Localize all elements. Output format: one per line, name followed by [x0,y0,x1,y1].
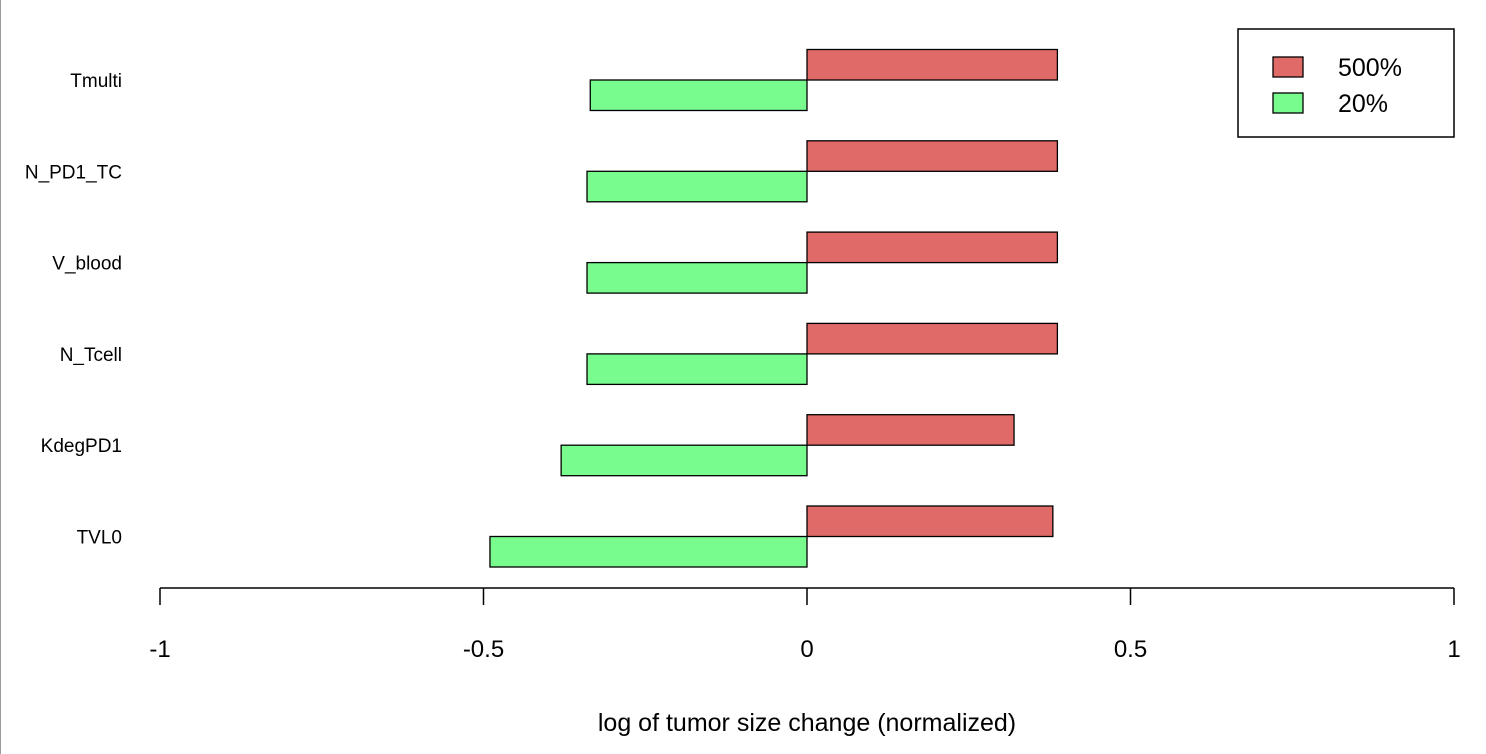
legend-swatch [1272,92,1304,114]
x-axis-ticks: -1 -0.5 0 0.5 1 [149,588,1461,663]
legend-label: 20% [1338,90,1388,118]
bar-Tmulti-high [806,48,1059,81]
bar-Tmulti-low [589,79,808,112]
x-tick-label: -1 [149,636,170,663]
x-axis-title: log of tumor size change (normalized) [598,709,1016,737]
bar-KdegPD1-low [560,444,808,477]
x-tick-label: 1 [1447,636,1460,663]
bar-TVL0-low [489,535,808,568]
bar-N_PD1_TC-low [586,170,808,203]
legend-box [1237,28,1455,138]
category-label: TVL0 [77,528,122,549]
bar-N_PD1_TC-high [806,140,1059,172]
category-label: Tmulti [70,71,122,92]
legend-label: 500% [1338,54,1402,82]
bars-layer [489,48,1059,568]
category-label: N_Tcell [60,345,122,366]
legend: 500% 20% [1237,28,1455,138]
x-tick-label: 0.5 [1114,636,1147,663]
window-left-border [0,0,1,754]
bar-KdegPD1-high [806,414,1015,446]
bar-N_Tcell-low [586,353,808,386]
bar-N_Tcell-high [806,322,1059,355]
x-axis: -1 -0.5 0 0.5 1 [149,587,1461,663]
category-label: KdegPD1 [41,436,122,457]
bar-TVL0-high [806,505,1054,538]
legend-swatch [1272,56,1304,78]
category-label: N_PD1_TC [25,162,122,183]
category-label: V_blood [52,254,122,275]
category-labels: TVL0 KdegPD1 N_Tcell V_blood N_PD1_TC Tmulti [25,71,122,549]
bar-V_blood-high [806,231,1059,264]
bar-V_blood-low [586,261,808,294]
x-tick-label: 0 [800,636,813,663]
x-tick-label: -0.5 [463,636,504,663]
